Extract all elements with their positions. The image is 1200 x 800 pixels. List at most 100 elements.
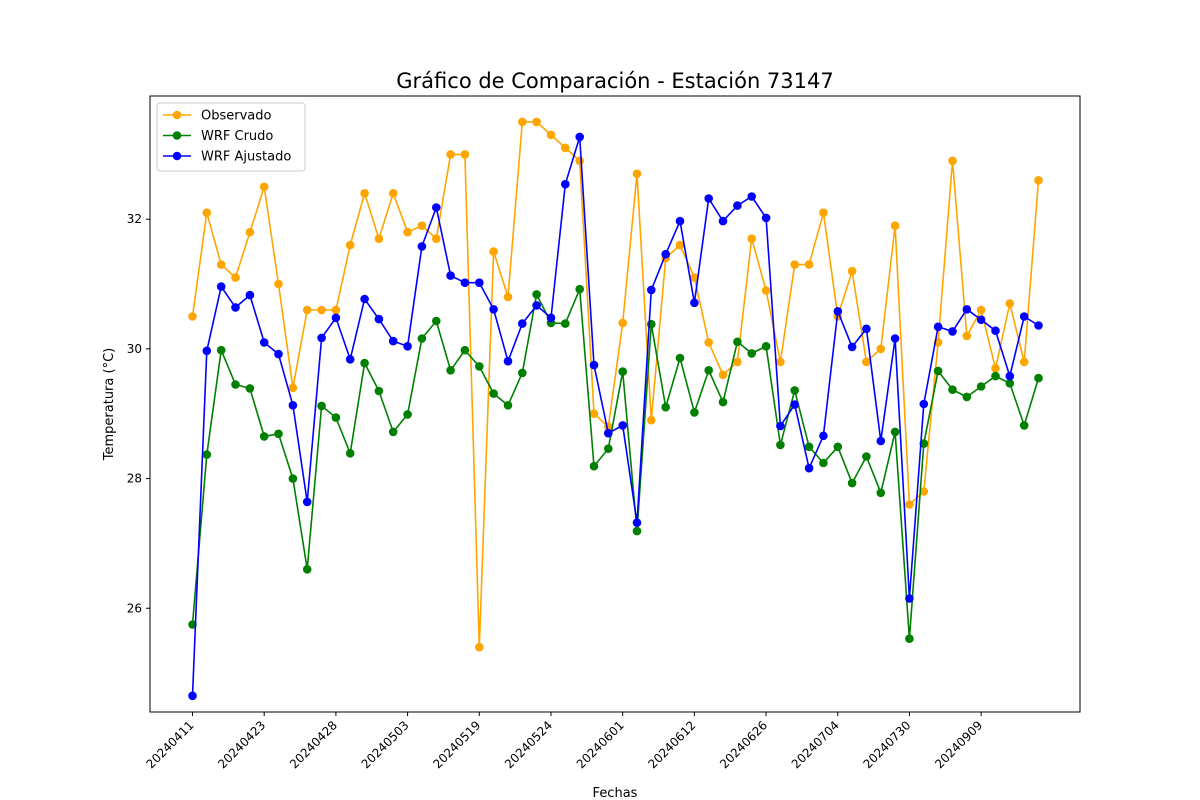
data-point (962, 392, 972, 402)
data-point (446, 366, 455, 375)
legend: Observado WRF Crudo WRF Ajustado (156, 102, 306, 172)
data-point (302, 497, 312, 507)
data-point (1034, 176, 1043, 185)
data-point (847, 342, 857, 352)
y-tick-label: 30 (127, 342, 142, 356)
data-point (589, 360, 599, 370)
data-point (589, 409, 599, 419)
data-point (1019, 357, 1029, 367)
data-point (948, 327, 957, 336)
legend-swatch-marker (172, 151, 182, 161)
x-tick-label: 20240519 (430, 718, 483, 771)
data-point (790, 400, 799, 409)
data-point (905, 500, 914, 509)
data-point (632, 518, 642, 527)
data-point (1005, 371, 1015, 381)
data-point (804, 463, 814, 473)
data-point (532, 290, 541, 299)
data-point (761, 342, 771, 351)
x-axis-label: Fechas (593, 786, 638, 800)
data-point (847, 266, 857, 276)
data-point (718, 370, 728, 380)
data-point (417, 242, 427, 251)
data-point (259, 338, 269, 347)
data-point (345, 449, 355, 458)
data-point (991, 364, 1000, 373)
data-point (604, 444, 613, 454)
data-point (231, 273, 240, 282)
data-point (546, 313, 556, 323)
data-point (317, 333, 326, 343)
data-point (274, 279, 283, 289)
x-tick-label: 20240411 (144, 718, 197, 771)
data-point (331, 413, 341, 422)
data-point (417, 221, 427, 230)
data-point (446, 150, 455, 159)
data-point (948, 385, 957, 395)
data-point (460, 345, 470, 355)
data-point (245, 227, 255, 237)
data-point (288, 383, 298, 393)
data-point (790, 260, 799, 269)
data-point (876, 344, 886, 354)
data-point (976, 305, 986, 315)
data-point (475, 278, 484, 288)
data-point (991, 371, 1000, 381)
data-point (503, 356, 513, 366)
data-point (862, 357, 871, 367)
x-tick-label: 20240524 (502, 718, 555, 771)
data-point (360, 294, 369, 304)
data-point (403, 342, 412, 351)
data-point (188, 691, 197, 701)
data-point (1005, 379, 1015, 388)
data-point (202, 208, 212, 217)
data-point (733, 357, 742, 367)
data-point (690, 273, 699, 282)
data-point (460, 150, 470, 159)
x-tick-label: 20240601 (574, 718, 627, 771)
data-point (890, 221, 900, 230)
legend-swatch-marker (172, 110, 182, 120)
data-point (761, 286, 771, 295)
data-point (804, 260, 814, 269)
legend-label: WRF Ajustado (201, 150, 291, 165)
data-point (790, 386, 799, 395)
data-point (704, 194, 713, 203)
data-point (216, 260, 226, 269)
data-point (1034, 321, 1043, 330)
data-point (417, 334, 427, 343)
data-point (360, 358, 369, 368)
data-point (876, 488, 886, 498)
data-point (345, 240, 355, 250)
data-point (718, 397, 728, 407)
data-point (388, 189, 398, 198)
data-point (388, 427, 398, 437)
x-tick-label: 20240909 (932, 718, 985, 771)
y-tick-label: 32 (127, 212, 142, 226)
data-point (661, 249, 670, 259)
data-point (747, 234, 756, 243)
data-point (819, 458, 828, 468)
data-point (460, 278, 470, 288)
data-point (776, 357, 785, 367)
data-point (761, 213, 771, 223)
data-point (374, 234, 384, 243)
data-point (202, 450, 212, 459)
series-layer (188, 117, 1043, 701)
legend-box (156, 102, 306, 172)
data-point (302, 305, 312, 315)
data-point (647, 415, 656, 425)
data-point (518, 368, 527, 378)
data-point (890, 334, 900, 343)
data-point (991, 326, 1000, 336)
data-point (374, 314, 384, 324)
data-point (747, 192, 756, 201)
x-tick-label: 20240423 (215, 718, 268, 771)
x-tick-label: 20240704 (789, 718, 842, 771)
data-point (919, 487, 929, 496)
data-point (388, 336, 398, 346)
data-point (804, 442, 814, 452)
x-tick-label: 20240626 (717, 718, 770, 771)
data-point (905, 634, 914, 643)
data-point (919, 399, 929, 409)
